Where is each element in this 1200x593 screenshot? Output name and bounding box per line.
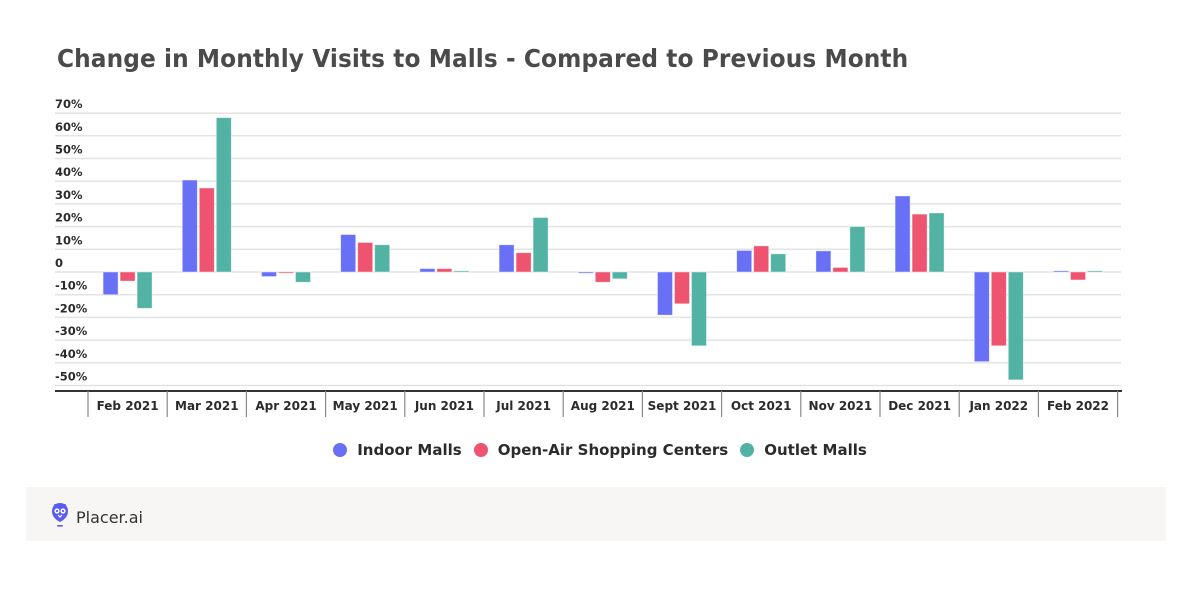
legend-marker-open-air [473, 443, 488, 457]
y-tick-label: -10% [55, 279, 88, 293]
x-tick-label: Feb 2022 [1047, 399, 1109, 413]
bar-open-air-shopping-centers-jun-2021[interactable] [436, 268, 453, 273]
bar-chart: 70% 60% 50% 40% 30% 20% 10% 0 -10% -20% -30% -40% -5… [55, 97, 1122, 417]
x-tick-label: May 2021 [333, 399, 398, 413]
x-tick-label: Oct 2021 [731, 399, 792, 413]
bar-outlet-malls-jul-2021[interactable] [532, 217, 549, 273]
y-tick-label: 70% [55, 97, 83, 111]
x-axis: Feb 2021 Mar 2021 Apr 2021 May 2021 Jun 2021… [55, 390, 1122, 417]
brand[interactable]: Placer.ai [50, 502, 143, 533]
bar-indoor-malls-aug-2021[interactable] [577, 271, 594, 274]
bar-indoor-malls-may-2021[interactable] [340, 234, 357, 273]
gridlines [55, 112, 1121, 387]
bar-outlet-malls-nov-2021[interactable] [849, 226, 866, 273]
x-tick-label: Feb 2021 [97, 399, 159, 413]
bar-outlet-malls-aug-2021[interactable] [611, 271, 628, 280]
bar-indoor-malls-nov-2021[interactable] [815, 250, 832, 273]
bar-outlet-malls-feb-2022[interactable] [1087, 270, 1103, 273]
brand-name: Placer.ai [76, 508, 143, 527]
y-tick-label: -20% [55, 301, 88, 315]
y-tick-label: -30% [55, 324, 88, 338]
bar-open-air-shopping-centers-sept-2021[interactable] [674, 271, 690, 305]
bar-open-air-shopping-centers-mar-2021[interactable] [198, 187, 215, 273]
y-tick-label: 0 [55, 256, 63, 270]
bar-open-air-shopping-centers-jan-2022[interactable] [990, 271, 1007, 347]
bar-open-air-shopping-centers-feb-2021[interactable] [119, 271, 136, 282]
bar-outlet-malls-mar-2021[interactable] [215, 117, 232, 273]
legend-item-indoor[interactable]: Indoor Malls [333, 441, 462, 459]
y-tick-label: 50% [55, 143, 83, 157]
bar-outlet-malls-may-2021[interactable] [374, 244, 391, 273]
y-tick-label: -50% [55, 370, 88, 384]
bar-open-air-shopping-centers-jul-2021[interactable] [515, 252, 532, 273]
bar-open-air-shopping-centers-oct-2021[interactable] [753, 245, 770, 273]
y-tick-label: 10% [55, 233, 83, 247]
legend-item-open-air[interactable]: Open-Air Shopping Centers [473, 441, 729, 459]
legend-label: Outlet Malls [764, 441, 867, 459]
bar-open-air-shopping-centers-nov-2021[interactable] [832, 267, 849, 273]
bar-indoor-malls-dec-2021[interactable] [894, 195, 911, 273]
bar-indoor-malls-oct-2021[interactable] [736, 250, 753, 273]
bar-outlet-malls-apr-2021[interactable] [295, 271, 311, 283]
x-tick-label: Aug 2021 [571, 399, 635, 413]
bar-outlet-malls-jan-2022[interactable] [1007, 271, 1024, 381]
bars [102, 117, 1103, 381]
legend-marker-outlet [740, 443, 755, 457]
owl-pin-icon [50, 502, 70, 533]
bar-indoor-malls-apr-2021[interactable] [261, 271, 277, 277]
bar-indoor-malls-jan-2022[interactable] [973, 271, 990, 363]
bar-indoor-malls-jun-2021[interactable] [419, 268, 436, 273]
bar-outlet-malls-oct-2021[interactable] [770, 253, 787, 273]
bar-indoor-malls-sept-2021[interactable] [657, 271, 673, 316]
footer: Placer.ai [26, 487, 1166, 541]
bar-outlet-malls-sept-2021[interactable] [691, 271, 707, 347]
chart-title: Change in Monthly Visits to Malls - Comp… [57, 44, 909, 73]
bar-indoor-malls-feb-2021[interactable] [102, 271, 119, 296]
legend-marker-indoor [333, 443, 348, 457]
x-tick-label: Sept 2021 [648, 399, 717, 413]
legend-label: Open-Air Shopping Centers [497, 441, 729, 459]
x-tick-label: Apr 2021 [255, 399, 316, 413]
y-tick-label: 40% [55, 165, 83, 179]
legend: Indoor Malls Open-Air Shopping Centers O… [0, 441, 1200, 459]
y-tick-label: 30% [55, 188, 83, 202]
bar-open-air-shopping-centers-may-2021[interactable] [357, 242, 374, 273]
bar-indoor-malls-jul-2021[interactable] [498, 244, 515, 273]
legend-item-outlet[interactable]: Outlet Malls [740, 441, 867, 459]
x-tick-label: Mar 2021 [175, 399, 239, 413]
bar-outlet-malls-feb-2021[interactable] [136, 271, 153, 309]
legend-label: Indoor Malls [357, 441, 462, 459]
bar-open-air-shopping-centers-feb-2022[interactable] [1070, 271, 1086, 281]
x-tick-label: Nov 2021 [809, 399, 873, 413]
bar-open-air-shopping-centers-dec-2021[interactable] [911, 213, 928, 273]
y-tick-label: -40% [55, 347, 88, 361]
bar-open-air-shopping-centers-aug-2021[interactable] [594, 271, 611, 283]
y-axis-ticks: 70% 60% 50% 40% 30% 20% 10% 0 -10% -20% -30% -40% -5… [55, 97, 88, 383]
x-tick-label: Jul 2021 [495, 399, 551, 413]
x-tick-label: Jan 2022 [968, 399, 1028, 413]
y-tick-label: 60% [55, 120, 83, 134]
bar-open-air-shopping-centers-apr-2021[interactable] [278, 271, 294, 274]
bar-indoor-malls-feb-2022[interactable] [1053, 270, 1069, 273]
bar-outlet-malls-dec-2021[interactable] [928, 212, 945, 273]
y-tick-label: 20% [55, 211, 83, 225]
bar-outlet-malls-jun-2021[interactable] [453, 270, 470, 273]
x-tick-label: Jun 2021 [414, 399, 474, 413]
bar-indoor-malls-mar-2021[interactable] [181, 179, 198, 273]
x-tick-label: Dec 2021 [888, 399, 951, 413]
